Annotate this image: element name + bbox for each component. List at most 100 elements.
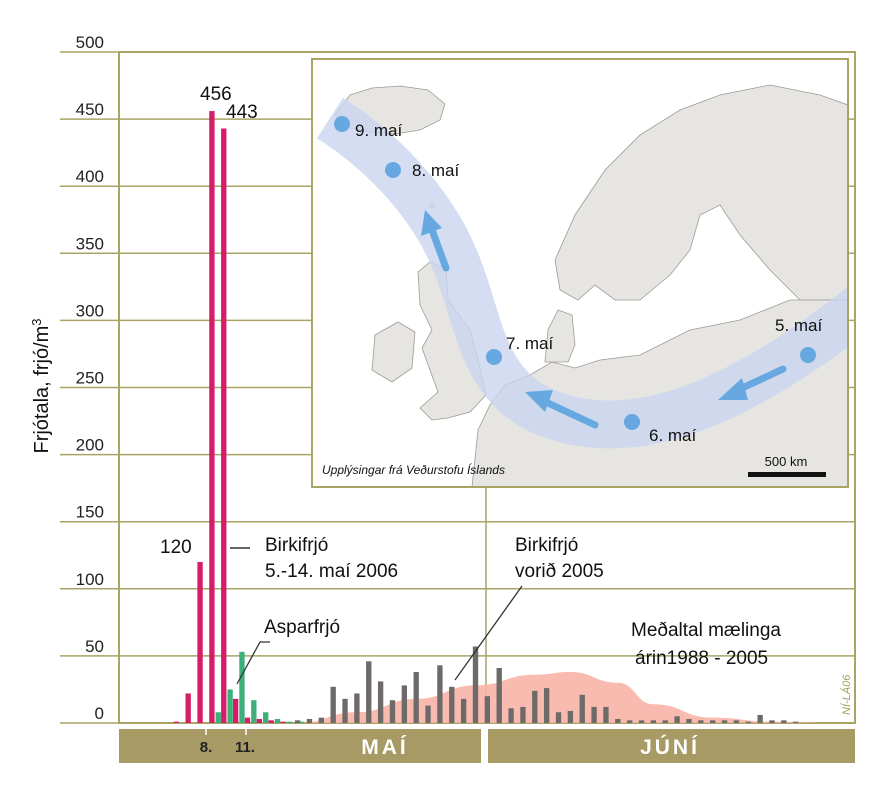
map-source: Upplýsingar frá Veðurstofu Íslands — [322, 462, 505, 477]
point-9-mai — [334, 116, 350, 132]
birch2005-leader — [454, 585, 523, 681]
bar-birch-2005 — [366, 661, 372, 723]
june-band — [488, 729, 855, 763]
arrow-head-3 — [421, 210, 442, 236]
day-label-8: 8. — [200, 739, 213, 756]
value-label-443: 443 — [226, 102, 258, 123]
bar-birch-2005 — [330, 686, 336, 723]
bar-birch-2005 — [342, 698, 348, 723]
bar-birch-2005 — [579, 694, 585, 723]
bar-aspen-2006 — [227, 689, 233, 723]
bar-aspen-2006 — [263, 712, 269, 723]
land-scandinavia — [554, 84, 847, 301]
map-label-8-mai: 8. maí — [412, 161, 460, 180]
bars — [173, 111, 799, 724]
bar-birch-2005 — [698, 720, 704, 723]
average-label-1: Meðaltal mælinga — [631, 620, 781, 641]
bar-birch-2005 — [591, 706, 597, 723]
y-tick-label: 500 — [76, 33, 104, 52]
point-8-mai — [385, 162, 401, 178]
average-area — [297, 672, 832, 723]
value-label-456: 456 — [200, 84, 232, 105]
average-label-2: árin1988 - 2005 — [635, 648, 768, 669]
bar-birch-2005 — [769, 720, 775, 723]
y-tick-label: 50 — [85, 637, 104, 656]
bar-birch-2005 — [413, 672, 419, 723]
bar-birch-2005 — [437, 665, 443, 723]
bar-birch-2005 — [449, 686, 455, 723]
map-label-5-mai: 5. maí — [775, 316, 823, 335]
arrow-head-2 — [525, 390, 553, 412]
birch2005-label-1: Birkifrjó — [515, 535, 578, 556]
bar-birch-2005 — [626, 720, 633, 723]
bar-birch-2006 — [256, 718, 263, 723]
bar-birch-2005 — [615, 718, 621, 723]
signature: NÍ-LÁ06 — [840, 674, 853, 715]
bar-birch-2005 — [793, 721, 799, 723]
bar-birch-2005 — [733, 720, 740, 723]
bar-birch-2005 — [603, 706, 609, 723]
arrow-head-1 — [718, 378, 748, 400]
y-axis-label: Frjótala, frjó/m3 — [29, 318, 53, 453]
bar-birch-2005 — [354, 693, 360, 723]
trajectory-map: 9. maí 8. maí 7. maí 6. maí 5. maí Upplý… — [311, 58, 849, 488]
land-ireland — [371, 321, 416, 383]
birch2006-label-1: Birkifrjó — [265, 535, 328, 556]
may-band — [119, 729, 481, 763]
arrow-shaft-3 — [428, 226, 450, 272]
bar-birch-2005 — [721, 720, 728, 723]
y-axis-label-main: Frjótala, frjó/m — [31, 326, 53, 454]
bar-aspen-2006 — [239, 651, 245, 723]
map-scale-bar — [748, 472, 826, 477]
land-denmark — [544, 309, 576, 363]
y-tick-label: 100 — [76, 570, 104, 589]
bar-birch-2005 — [318, 717, 324, 723]
bar-birch-2005 — [650, 720, 657, 723]
month-june: JÚNÍ — [640, 735, 700, 759]
point-6-mai — [624, 414, 640, 430]
bar-aspen-2006 — [215, 712, 221, 723]
y-axis-label-sup: 3 — [29, 318, 44, 325]
y-tick-label: 0 — [95, 704, 104, 723]
map-label-9-mai: 9. maí — [355, 121, 403, 140]
bar-aspen-2006 — [274, 718, 281, 723]
arrow-shaft-2 — [544, 399, 599, 429]
bar-birch-2006 — [185, 693, 191, 723]
map-scale-label: 500 km — [765, 454, 808, 469]
map-label-6-mai: 6. maí — [649, 426, 697, 445]
bar-birch-2005 — [460, 698, 467, 723]
y-tick-label: 200 — [76, 436, 104, 455]
bar-birch-2005 — [638, 720, 645, 723]
bar-birch-2005 — [401, 685, 408, 723]
bar-aspen-2006 — [298, 721, 304, 723]
y-tick-label: 400 — [76, 167, 104, 186]
map-label-7-mai: 7. maí — [506, 334, 554, 353]
y-tick-label: 250 — [76, 369, 104, 388]
y-tick-label: 350 — [76, 234, 104, 253]
bar-birch-2006 — [197, 561, 203, 723]
bar-aspen-2006 — [251, 700, 257, 723]
bar-birch-2005 — [745, 721, 751, 723]
bar-birch-2005 — [555, 712, 562, 723]
bar-birch-2005 — [377, 681, 384, 723]
bar-birch-2006 — [268, 720, 274, 723]
bar-birch-2005 — [674, 716, 680, 723]
bar-birch-2005 — [662, 720, 668, 723]
birch2005-label-2: vorið 2005 — [515, 561, 604, 582]
bar-birch-2005 — [532, 690, 538, 723]
trajectory-band — [316, 97, 847, 449]
bar-birch-2005 — [425, 705, 431, 723]
bar-birch-2005 — [294, 720, 301, 723]
value-label-120: 120 — [160, 537, 192, 558]
bar-birch-2005 — [757, 714, 763, 723]
bar-birch-2006 — [280, 721, 286, 723]
day-label-11: 11. — [235, 739, 255, 756]
wind-arrows — [421, 210, 787, 429]
bar-birch-2005 — [686, 718, 692, 723]
bar-birch-2005 — [306, 718, 313, 723]
bar-birch-2006 — [232, 698, 239, 723]
bar-birch-2005 — [389, 700, 396, 723]
bar-aspen-2006 — [286, 721, 293, 723]
y-tick-label: 300 — [76, 301, 104, 320]
